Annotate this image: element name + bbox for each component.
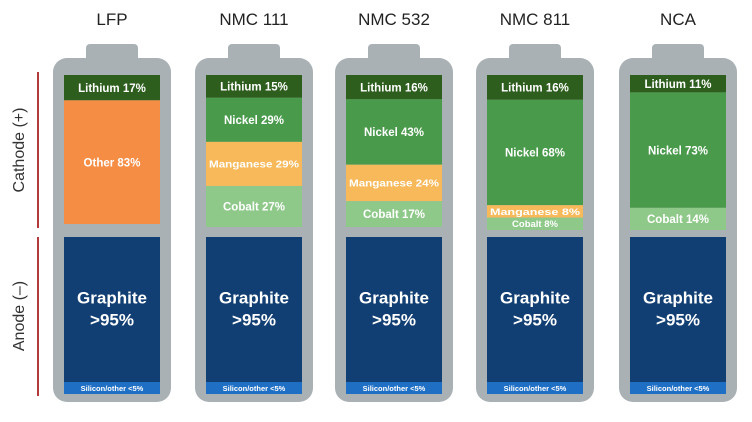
cathode-segment-manganese xyxy=(346,164,442,202)
cathode-segment-lithium xyxy=(630,75,726,93)
anode-axis-label: Anode (–) xyxy=(11,281,28,351)
graphite-label: Graphite xyxy=(500,289,570,308)
anode-segment-silicon xyxy=(64,382,160,394)
cathode-segment-other-label: Other 83% xyxy=(84,157,141,169)
cathode-segment-cobalt-label: Cobalt 17% xyxy=(363,209,425,221)
cathode-segment-lithium-label: Lithium 17% xyxy=(78,83,146,95)
silicon-label: Silicon/other <5% xyxy=(223,384,286,393)
anode-segment-graphite xyxy=(346,237,442,382)
cathode-segment-lithium-label: Lithium 16% xyxy=(360,82,428,94)
silicon-label: Silicon/other <5% xyxy=(647,384,710,393)
cathode-segment-manganese xyxy=(206,141,302,186)
battery-title: LFP xyxy=(96,10,127,29)
graphite-value-label: >95% xyxy=(656,311,700,330)
battery-title: NCA xyxy=(660,10,697,29)
battery-nmc-811: NMC 811 Lithium 16% Nickel 68% Manganese 8%… xyxy=(476,10,594,402)
cathode-segment-cobalt xyxy=(487,217,583,230)
cathode-segment-lithium-label: Lithium 15% xyxy=(220,82,288,94)
anode-segment-silicon xyxy=(206,382,302,394)
cathode-segment-nickel xyxy=(346,99,442,165)
battery-title: NMC 811 xyxy=(500,10,571,29)
cathode-segment-manganese-label: Manganese 24% xyxy=(349,179,439,190)
anode-segment-silicon xyxy=(346,382,442,394)
cathode-segment-lithium xyxy=(346,75,442,100)
anode-segment-graphite xyxy=(630,237,726,382)
graphite-value-label: >95% xyxy=(513,311,557,330)
batteries-group: LFP Lithium 17% Other 83% Graphite >95% Silic… xyxy=(53,10,737,402)
cathode-segment-cobalt xyxy=(346,201,442,227)
cathode-segment-lithium xyxy=(64,75,160,101)
cathode-segment-lithium-label: Lithium 11% xyxy=(644,79,711,91)
battery-nmc-111: NMC 111 Lithium 15% Nickel 29% Manganese 29… xyxy=(195,10,313,402)
graphite-label: Graphite xyxy=(643,289,713,308)
cathode-segment-cobalt-label: Cobalt 14% xyxy=(647,214,709,226)
battery-nmc-532: NMC 532 Lithium 16% Nickel 43% Manganese 24… xyxy=(335,10,453,402)
cathode-segment-lithium xyxy=(487,75,583,100)
silicon-label: Silicon/other <5% xyxy=(504,384,567,393)
battery-lfp: LFP Lithium 17% Other 83% Graphite >95% Silic… xyxy=(53,10,171,402)
cathode-segment-nickel-label: Nickel 73% xyxy=(648,145,708,157)
y-axis-markers: Cathode (+) Anode (–) xyxy=(11,72,39,396)
cathode-segment-manganese-label: Manganese 8% xyxy=(490,207,581,218)
cathode-segment-nickel-label: Nickel 29% xyxy=(224,115,284,127)
cathode-segment-lithium xyxy=(206,75,302,98)
anode-segment-graphite xyxy=(487,237,583,382)
battery-nca: NCA Lithium 11% Nickel 73% Cobalt 14% Graphi… xyxy=(619,10,737,402)
anode-segment-graphite xyxy=(206,237,302,382)
cathode-segment-nickel-label: Nickel 43% xyxy=(364,127,424,139)
cathode-axis-label: Cathode (+) xyxy=(11,108,28,193)
graphite-value-label: >95% xyxy=(372,311,416,330)
graphite-label: Graphite xyxy=(219,289,289,308)
cathode-segment-manganese-label: Manganese 29% xyxy=(209,160,299,171)
silicon-label: Silicon/other <5% xyxy=(363,384,426,393)
graphite-label: Graphite xyxy=(359,289,429,308)
cathode-segment-nickel xyxy=(206,97,302,142)
cathode-segment-manganese xyxy=(487,205,583,218)
cathode-segment-cobalt xyxy=(206,185,302,227)
cathode-segment-lithium-label: Lithium 16% xyxy=(501,83,569,95)
battery-title: NMC 111 xyxy=(219,10,288,29)
graphite-value-label: >95% xyxy=(90,311,134,330)
graphite-value-label: >95% xyxy=(232,311,276,330)
cathode-segment-cobalt xyxy=(630,207,726,230)
anode-segment-graphite xyxy=(64,237,160,382)
cathode-segment-nickel-label: Nickel 68% xyxy=(505,148,565,160)
battery-title: NMC 532 xyxy=(358,10,430,29)
graphite-label: Graphite xyxy=(77,289,147,308)
cathode-segment-other xyxy=(64,100,160,224)
cathode-segment-cobalt-label: Cobalt 8% xyxy=(512,219,558,230)
cathode-segment-nickel xyxy=(487,99,583,206)
cathode-segment-cobalt-label: Cobalt 27% xyxy=(223,202,285,214)
silicon-label: Silicon/other <5% xyxy=(81,384,144,393)
anode-segment-silicon xyxy=(630,382,726,394)
cathode-segment-nickel xyxy=(630,92,726,208)
anode-segment-silicon xyxy=(487,382,583,394)
